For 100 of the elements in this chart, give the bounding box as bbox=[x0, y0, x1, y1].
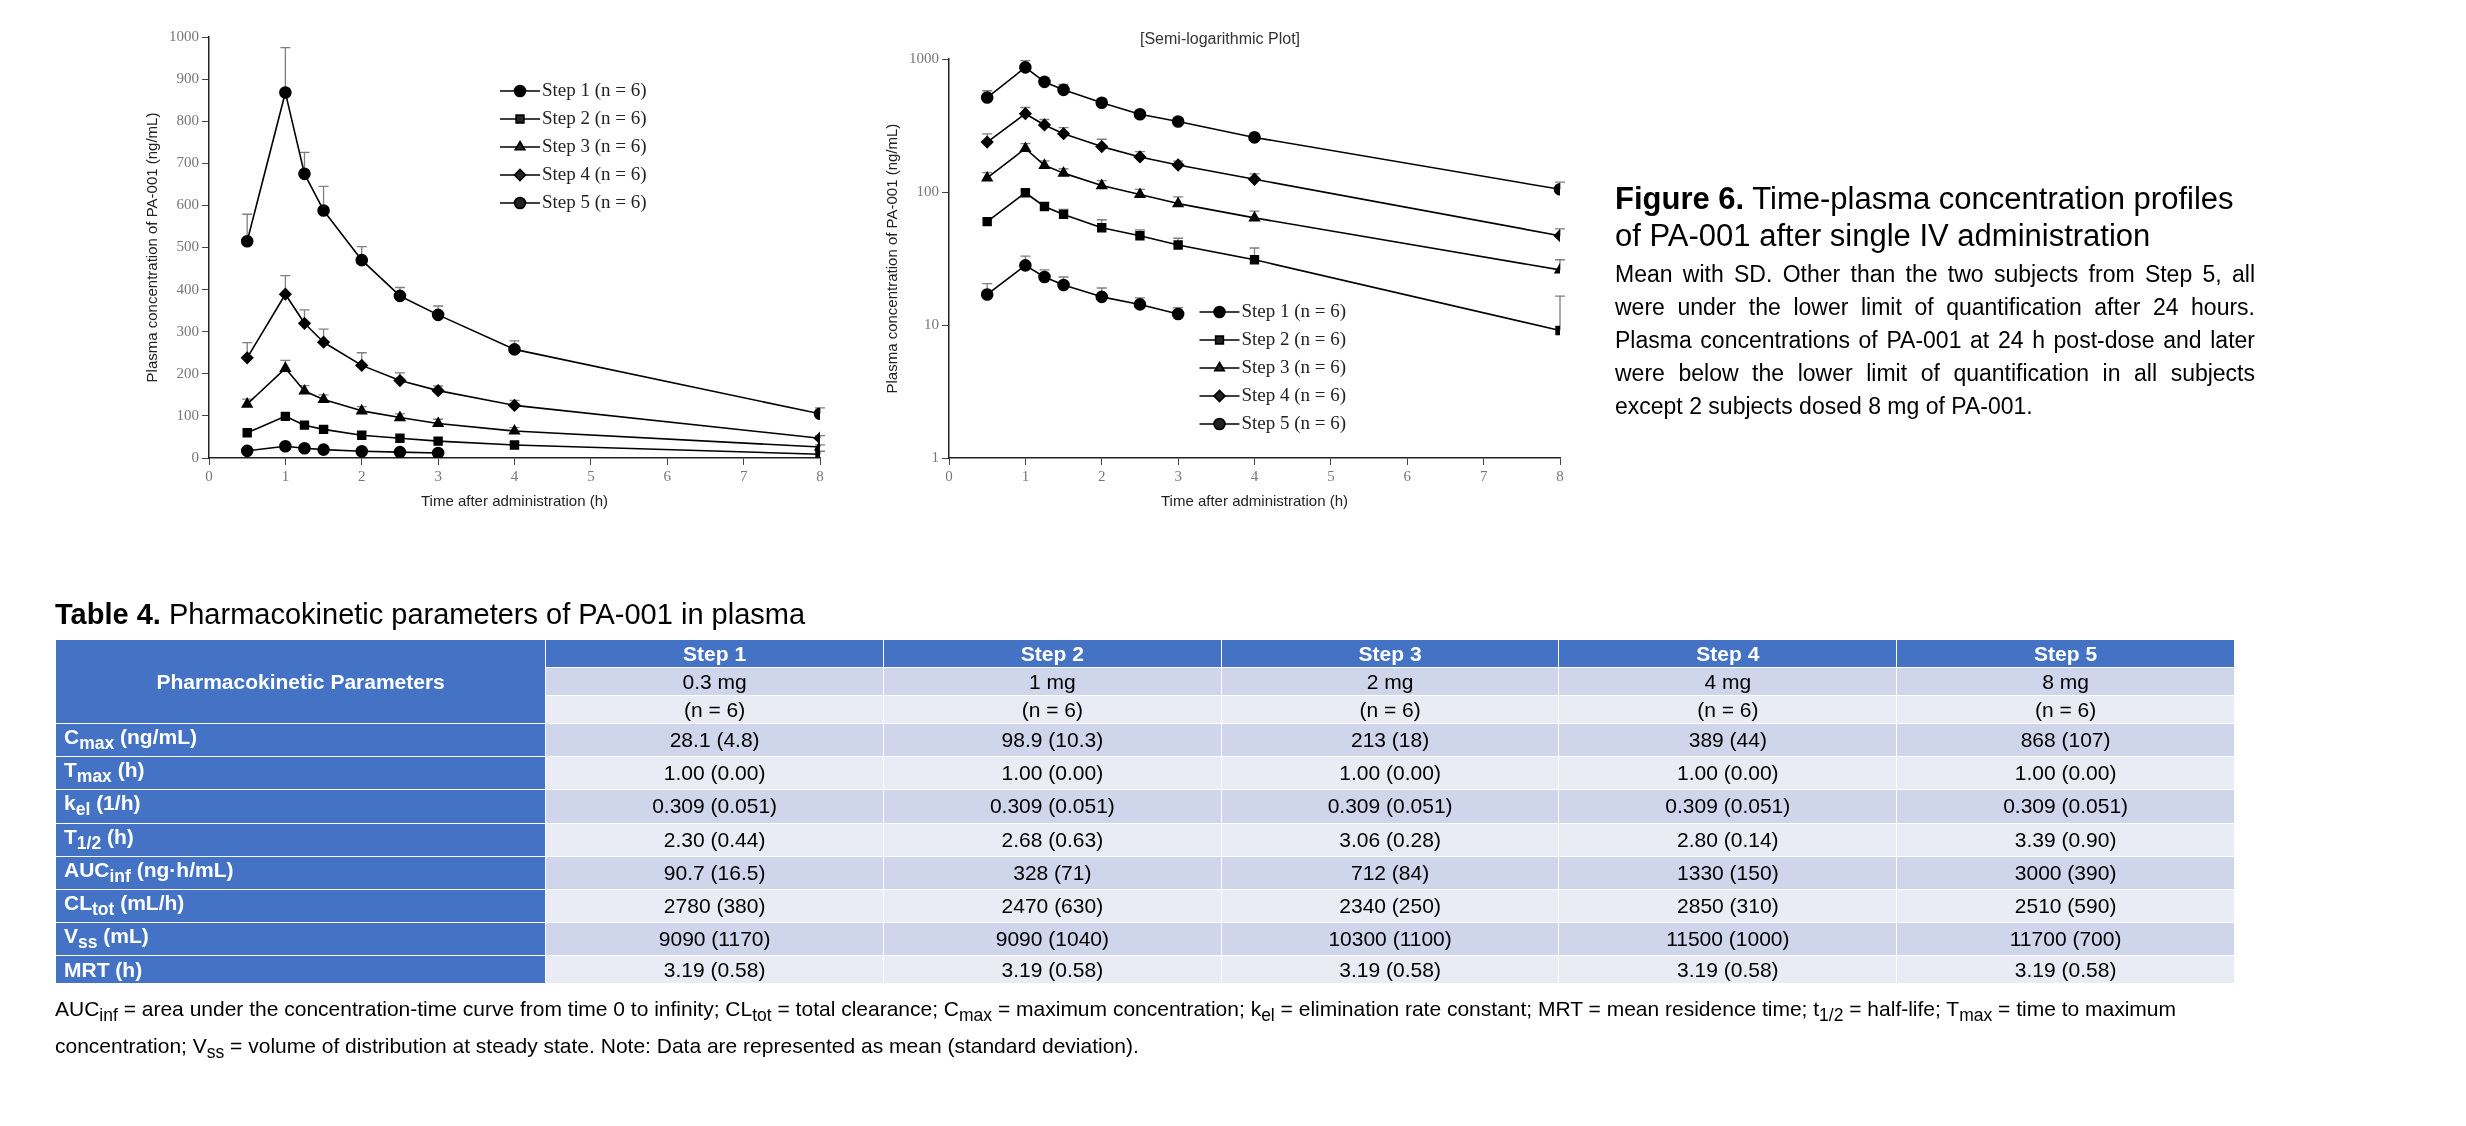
y-tick-label: 200 bbox=[176, 364, 199, 381]
x-tick-label: 4 bbox=[510, 467, 519, 484]
y-tick-label: 700 bbox=[176, 154, 199, 171]
text: AUC$_{inf}$ = area under the concentration-time curve from time 0 to infinity; CL$_{tot}$ = total clearance; C$_{max}$ = maximum concentration; k$_{el}$ = elimination rate constant; MRT = mean residence time; t$_{1/2}$ = half-life; T$_{max}$ = time to maximum concentration; V$_{ss}$ = volume of distribution at steady state. Note: Data are represented as mean (standard deviation). bbox=[55, 997, 2177, 1062]
point bbox=[357, 430, 367, 440]
legend-label: Step 3 (n = 6) bbox=[542, 134, 647, 157]
point bbox=[299, 420, 310, 430]
point bbox=[298, 316, 311, 330]
text: 0.309 (0.051) bbox=[2003, 794, 2129, 818]
y-tick-label: 1 bbox=[931, 448, 939, 465]
point bbox=[1038, 270, 1051, 284]
y-tick-label: 10 bbox=[924, 316, 939, 332]
point bbox=[240, 234, 254, 248]
point bbox=[355, 359, 369, 372]
x-tick-label: 8 bbox=[1556, 467, 1564, 484]
y-tick-label: 1000 bbox=[169, 27, 199, 44]
x-tick-label: 0 bbox=[945, 467, 953, 484]
point bbox=[1173, 240, 1183, 250]
text: 2850 (310) bbox=[1677, 894, 1779, 918]
y-axis-title: Plasma concentration of PA-001 (ng/mL) bbox=[143, 112, 161, 383]
text: 389 (44) bbox=[1688, 728, 1767, 752]
y-tick-label: 0 bbox=[191, 448, 199, 465]
x-tick-label: 1 bbox=[1021, 467, 1030, 484]
text: 3.06 (0.28) bbox=[1339, 827, 1441, 851]
text: 712 (84) bbox=[1350, 860, 1430, 884]
text: 8 mg bbox=[2042, 669, 2089, 693]
text: 9090 (1170) bbox=[658, 927, 771, 951]
text: 4 mg bbox=[1704, 669, 1752, 693]
x-tick-label: 3 bbox=[434, 467, 442, 484]
x-axis-title: Time after administration (h) bbox=[1160, 492, 1349, 510]
x-tick-label: 5 bbox=[587, 467, 595, 484]
text: Figure 6. Time-plasma concentration profiles of PA-001 after single IV administration bbox=[1615, 180, 2235, 254]
text: 98.9 (10.3) bbox=[1001, 728, 1104, 752]
text: 3.19 (0.58) bbox=[1677, 957, 1779, 981]
point bbox=[1057, 127, 1070, 141]
point bbox=[317, 443, 330, 456]
point bbox=[395, 433, 405, 443]
text: Mean with SD. Other than the two subjects from Step 5, all were under the lower limit of quantification after 24 hours. Plasma concentrations of PA-001 at 24 h post-dose and later were below the lower limit of quantification in all subjects except 2 subjects dosed 8 mg of PA-001. bbox=[1615, 260, 2255, 421]
text: 0.309 (0.051) bbox=[1665, 794, 1791, 818]
text: 2510 (590) bbox=[2014, 894, 2117, 918]
x-tick-label: 2 bbox=[1098, 467, 1106, 484]
text: Table 4. Pharmacokinetic parameters of PA-001 in plasma bbox=[55, 598, 807, 631]
text: 3.19 (0.58) bbox=[663, 957, 766, 981]
point bbox=[1095, 140, 1109, 153]
text: (n = 6) bbox=[683, 697, 746, 721]
category-label: Step 1 bbox=[545, 639, 884, 668]
legend-label: Step 3 (n = 6) bbox=[1241, 355, 1347, 378]
y-tick-label: 600 bbox=[176, 196, 199, 213]
point bbox=[980, 288, 994, 301]
point bbox=[1038, 75, 1051, 89]
y-tick-label: 900 bbox=[176, 70, 199, 87]
text: 0.3 mg bbox=[682, 669, 747, 693]
legend-label: Step 5 (n = 6) bbox=[542, 190, 647, 213]
legend-label: Step 1 (n = 6) bbox=[1241, 299, 1347, 322]
point bbox=[1057, 278, 1070, 292]
point bbox=[1039, 201, 1050, 212]
point bbox=[431, 384, 445, 397]
point bbox=[279, 86, 292, 99]
legend-label: Step 4 (n = 6) bbox=[542, 162, 647, 185]
x-tick-label: 6 bbox=[1403, 467, 1412, 484]
y-tick-label: 100 bbox=[176, 406, 199, 423]
point bbox=[1171, 307, 1185, 321]
point bbox=[298, 442, 311, 455]
text: 10300 (1100) bbox=[1328, 927, 1452, 951]
legend-label: Step 2 (n = 6) bbox=[1241, 327, 1347, 350]
point bbox=[1133, 298, 1147, 311]
point bbox=[1135, 231, 1145, 241]
point bbox=[317, 204, 330, 217]
point bbox=[1095, 96, 1109, 110]
text: 2780 (380) bbox=[663, 894, 766, 918]
point bbox=[1057, 83, 1070, 97]
text: 328 (71) bbox=[1013, 860, 1092, 884]
point bbox=[393, 445, 407, 458]
category-label: T$_{1/2}$ (h) bbox=[64, 824, 134, 853]
text: 1.00 (0.00) bbox=[1001, 761, 1104, 785]
point bbox=[1038, 118, 1051, 132]
x-tick-label: 1 bbox=[281, 467, 290, 484]
text: 2.80 (0.14) bbox=[1677, 827, 1779, 851]
point bbox=[393, 374, 407, 387]
category-label: CL$_{tot}$ (mL/h) bbox=[64, 890, 185, 920]
text: 2470 (630) bbox=[1001, 894, 1104, 918]
text: 0.309 (0.051) bbox=[652, 794, 778, 818]
text: 1330 (150) bbox=[1677, 860, 1779, 884]
text: 3.19 (0.58) bbox=[1001, 957, 1104, 981]
category-label: V$_{ss}$ (mL) bbox=[64, 924, 149, 953]
point bbox=[1095, 290, 1109, 304]
text: 2.30 (0.44) bbox=[663, 827, 766, 851]
point bbox=[1171, 115, 1185, 128]
text: 1.00 (0.00) bbox=[1339, 761, 1441, 785]
point bbox=[982, 216, 992, 227]
category-label: MRT (h) bbox=[64, 957, 143, 981]
x-tick-label: 2 bbox=[358, 467, 366, 484]
point bbox=[1019, 107, 1032, 121]
point bbox=[318, 424, 329, 435]
point bbox=[1058, 209, 1069, 220]
text: 1 mg bbox=[1029, 669, 1076, 693]
x-tick-label: 8 bbox=[816, 467, 824, 484]
text: 3.19 (0.58) bbox=[2014, 957, 2117, 981]
x-tick-label: 0 bbox=[205, 467, 213, 484]
point bbox=[355, 444, 369, 458]
